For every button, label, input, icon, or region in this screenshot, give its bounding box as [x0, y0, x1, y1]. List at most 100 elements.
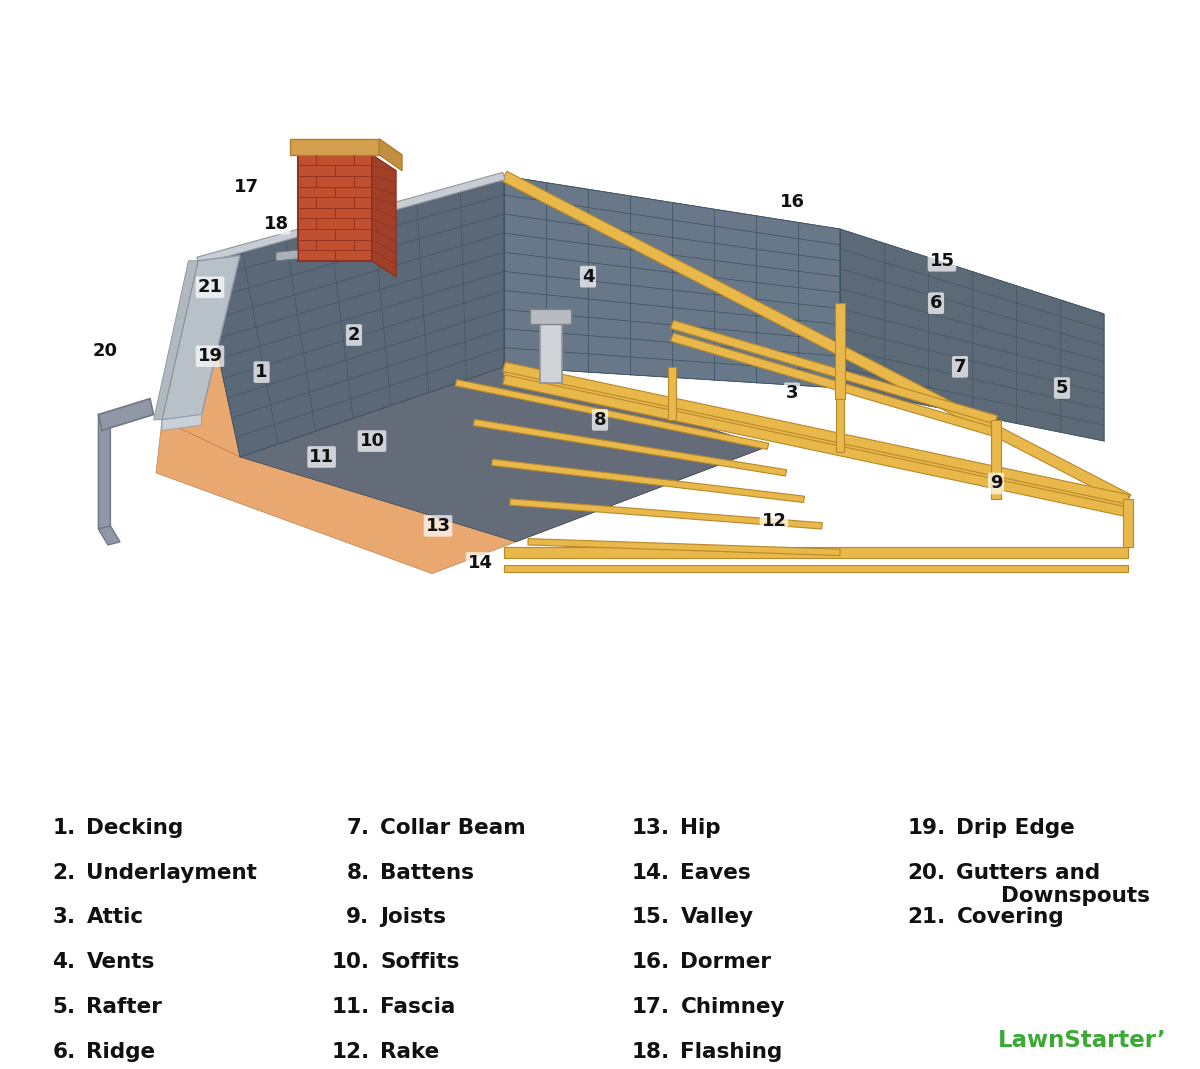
- Polygon shape: [840, 229, 1104, 441]
- Polygon shape: [540, 324, 562, 383]
- Text: Gutters and
      Downspouts: Gutters and Downspouts: [956, 863, 1151, 905]
- Text: 13.: 13.: [631, 818, 670, 838]
- Text: Fascia: Fascia: [380, 996, 456, 1017]
- Text: 20.: 20.: [907, 863, 946, 883]
- Text: 12.: 12.: [331, 1041, 370, 1062]
- Text: 20: 20: [94, 342, 118, 360]
- Text: 17.: 17.: [631, 996, 670, 1017]
- Polygon shape: [991, 420, 1001, 499]
- Polygon shape: [197, 172, 505, 264]
- Text: 11: 11: [310, 448, 334, 466]
- Polygon shape: [98, 399, 154, 431]
- Text: Eaves: Eaves: [680, 863, 751, 883]
- Text: Hip: Hip: [680, 818, 721, 838]
- Text: 15.: 15.: [631, 908, 670, 928]
- Text: 6.: 6.: [53, 1041, 76, 1062]
- Polygon shape: [379, 139, 402, 171]
- Polygon shape: [162, 255, 240, 420]
- Text: Attic: Attic: [86, 908, 144, 928]
- Text: Flashing: Flashing: [680, 1041, 782, 1062]
- Text: 7: 7: [954, 358, 966, 376]
- Text: Joists: Joists: [380, 908, 446, 928]
- Polygon shape: [504, 547, 1128, 558]
- Text: Anatomy of a Roof: Anatomy of a Roof: [194, 27, 1006, 104]
- Polygon shape: [504, 176, 840, 388]
- Polygon shape: [154, 261, 198, 420]
- Text: 8.: 8.: [347, 863, 370, 883]
- Polygon shape: [298, 155, 372, 261]
- Text: 15: 15: [930, 252, 954, 269]
- Text: Chimney: Chimney: [680, 996, 785, 1017]
- Text: 3.: 3.: [53, 908, 76, 928]
- Text: Rake: Rake: [380, 1041, 439, 1062]
- Text: Collar Beam: Collar Beam: [380, 818, 526, 838]
- Text: 19: 19: [198, 347, 222, 366]
- Text: Drip Edge: Drip Edge: [956, 818, 1075, 838]
- Polygon shape: [504, 564, 1128, 572]
- Text: 14.: 14.: [631, 863, 670, 883]
- Text: 1.: 1.: [53, 818, 76, 838]
- Text: 8: 8: [594, 410, 606, 429]
- Text: 2: 2: [348, 326, 360, 344]
- Text: 19.: 19.: [907, 818, 946, 838]
- Text: Soffits: Soffits: [380, 952, 460, 972]
- Text: 13: 13: [426, 517, 450, 534]
- Text: 5: 5: [1056, 379, 1068, 397]
- Text: Ridge: Ridge: [86, 1041, 156, 1062]
- Polygon shape: [671, 334, 997, 436]
- Text: Underlayment: Underlayment: [86, 863, 257, 883]
- Text: 10.: 10.: [331, 952, 370, 972]
- Polygon shape: [667, 367, 677, 420]
- Text: 4: 4: [582, 267, 594, 285]
- Text: 16.: 16.: [631, 952, 670, 972]
- Polygon shape: [162, 415, 202, 431]
- Text: 2.: 2.: [53, 863, 76, 883]
- Polygon shape: [372, 155, 396, 277]
- Text: 12: 12: [762, 512, 786, 529]
- Text: Vents: Vents: [86, 952, 155, 972]
- Text: 10: 10: [360, 432, 384, 450]
- Polygon shape: [671, 321, 997, 424]
- Polygon shape: [98, 526, 120, 545]
- Polygon shape: [492, 459, 804, 502]
- Text: 4.: 4.: [53, 952, 76, 972]
- Text: Dormer: Dormer: [680, 952, 772, 972]
- Text: 16: 16: [780, 193, 804, 212]
- Polygon shape: [510, 499, 822, 529]
- Polygon shape: [455, 379, 769, 449]
- Polygon shape: [835, 304, 845, 399]
- Text: 1: 1: [256, 363, 268, 382]
- Text: 21.: 21.: [907, 908, 946, 928]
- Polygon shape: [835, 399, 845, 451]
- Polygon shape: [290, 139, 379, 155]
- Polygon shape: [156, 420, 768, 574]
- Polygon shape: [530, 309, 571, 324]
- Polygon shape: [98, 412, 110, 529]
- Text: Battens: Battens: [380, 863, 474, 883]
- Text: 7.: 7.: [347, 818, 370, 838]
- Text: Valley: Valley: [680, 908, 754, 928]
- Text: 9.: 9.: [347, 908, 370, 928]
- Polygon shape: [500, 171, 1132, 503]
- Polygon shape: [240, 367, 768, 542]
- Text: 5.: 5.: [53, 996, 76, 1017]
- Polygon shape: [198, 176, 504, 456]
- Text: 6: 6: [930, 294, 942, 312]
- Polygon shape: [503, 362, 1129, 503]
- Text: 18.: 18.: [631, 1041, 670, 1062]
- Text: 14: 14: [468, 554, 492, 572]
- Text: Covering: Covering: [956, 908, 1064, 928]
- Text: 21: 21: [198, 278, 222, 296]
- Text: 9: 9: [990, 475, 1002, 493]
- Text: LawnStarter’: LawnStarter’: [997, 1028, 1166, 1052]
- Text: 3: 3: [786, 385, 798, 402]
- Polygon shape: [503, 375, 1129, 516]
- Polygon shape: [1123, 499, 1133, 547]
- Text: Decking: Decking: [86, 818, 184, 838]
- Polygon shape: [276, 250, 298, 261]
- Polygon shape: [528, 539, 840, 556]
- Text: 11.: 11.: [331, 996, 370, 1017]
- Text: 17: 17: [234, 177, 258, 196]
- Polygon shape: [162, 261, 504, 456]
- Text: 18: 18: [264, 215, 288, 233]
